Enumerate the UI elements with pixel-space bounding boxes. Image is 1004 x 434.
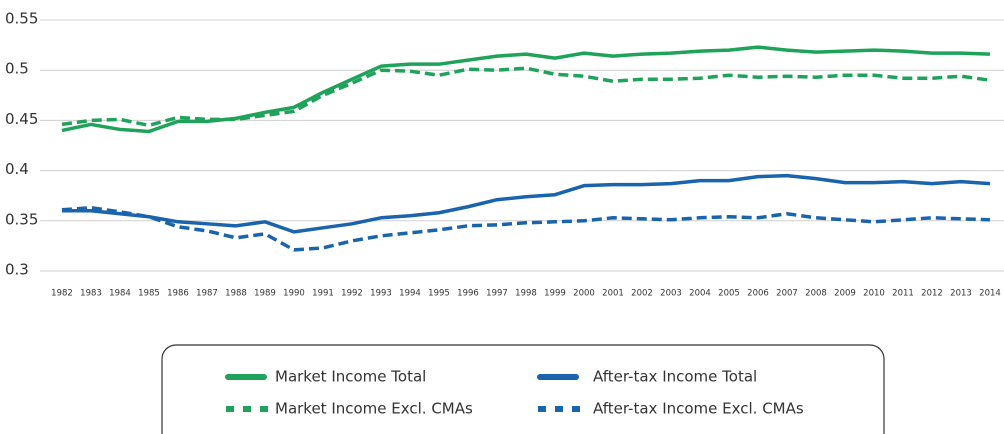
x-tick-label: 2000 xyxy=(573,289,595,299)
x-tick-label: 1988 xyxy=(225,289,247,299)
x-tick-label: 2004 xyxy=(689,289,711,299)
legend-label: After-tax Income Total xyxy=(593,368,757,386)
x-tick-label: 1990 xyxy=(283,289,305,299)
x-tick-label: 2001 xyxy=(602,289,624,299)
line-series xyxy=(61,205,991,252)
line-series xyxy=(61,66,991,128)
x-tick-label: 1999 xyxy=(544,289,566,299)
x-tick-label: 1994 xyxy=(399,289,421,299)
x-tick-label: 1989 xyxy=(254,289,276,299)
x-tick-label: 1983 xyxy=(80,289,102,299)
x-tick-label: 2013 xyxy=(950,289,972,299)
y-tick-label: 0.5 xyxy=(5,60,29,78)
y-tick-label: 0.55 xyxy=(5,10,38,28)
x-tick-label: 1985 xyxy=(138,289,160,299)
x-tick-label: 2002 xyxy=(631,289,653,299)
x-tick-label: 1987 xyxy=(196,289,218,299)
x-tick-label: 2008 xyxy=(805,289,827,299)
legend-label: Market Income Excl. CMAs xyxy=(275,400,473,418)
x-tick-label: 1997 xyxy=(486,289,508,299)
y-tick-label: 0.4 xyxy=(5,160,29,178)
x-tick-label: 2012 xyxy=(921,289,943,299)
line-series xyxy=(62,173,991,234)
x-tick-label: 1992 xyxy=(341,289,363,299)
x-tick-label: 2009 xyxy=(834,289,856,299)
x-tick-label: 2003 xyxy=(660,289,682,299)
x-tick-label: 1996 xyxy=(457,289,479,299)
x-tick-label: 2010 xyxy=(863,289,885,299)
x-tick-label: 1995 xyxy=(428,289,450,299)
y-tick-label: 0.35 xyxy=(5,210,38,228)
y-tick-label: 0.45 xyxy=(5,110,38,128)
legend-box xyxy=(161,344,885,434)
x-tick-label: 2005 xyxy=(718,289,740,299)
x-tick-label: 1998 xyxy=(515,289,537,299)
legend-label: After-tax Income Excl. CMAs xyxy=(593,400,804,418)
x-tick-label: 1982 xyxy=(51,289,73,299)
x-tick-label: 2006 xyxy=(747,289,769,299)
x-tick-label: 2007 xyxy=(776,289,798,299)
x-tick-label: 2014 xyxy=(979,289,1001,299)
x-tick-label: 2011 xyxy=(892,289,914,299)
x-tick-label: 1991 xyxy=(312,289,334,299)
y-tick-label: 0.3 xyxy=(5,261,29,279)
x-tick-label: 1986 xyxy=(167,289,189,299)
x-tick-label: 1984 xyxy=(109,289,131,299)
legend-label: Market Income Total xyxy=(275,368,426,386)
x-tick-label: 1993 xyxy=(370,289,392,299)
